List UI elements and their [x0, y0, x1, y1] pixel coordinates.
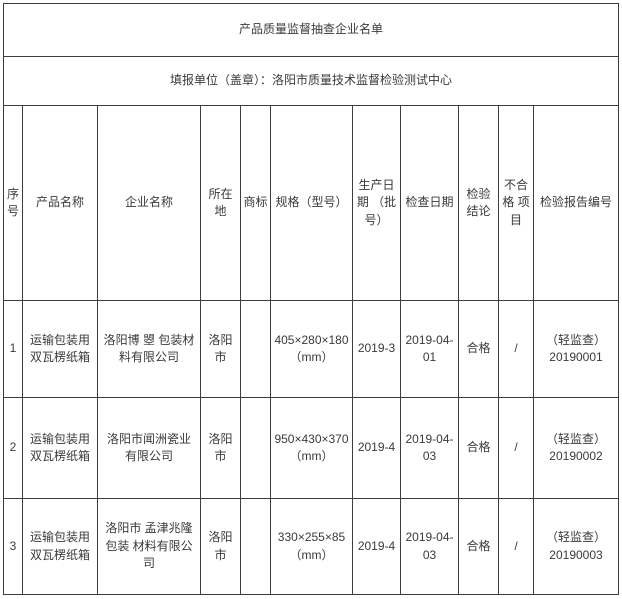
cell-failed-items: /	[498, 300, 534, 398]
cell-production-date: 2019-4	[352, 498, 401, 595]
header-company: 企业名称	[97, 105, 201, 301]
cell-product: 运输包装用双瓦楞纸箱	[22, 498, 98, 595]
cell-report-no: （轻监查） 20190003	[533, 498, 619, 595]
cell-product: 运输包装用双瓦楞纸箱	[22, 300, 98, 398]
cell-inspection-date: 2019-04-03	[400, 498, 459, 595]
header-product: 产品名称	[22, 105, 98, 301]
cell-inspection-date: 2019-04-03	[400, 397, 459, 499]
cell-result: 合格	[458, 300, 499, 398]
header-failed-items: 不合格 项目	[498, 105, 534, 301]
cell-location: 洛阳市	[200, 397, 241, 499]
cell-spec: 330×255×85 （mm）	[270, 498, 353, 595]
cell-failed-items: /	[498, 397, 534, 499]
cell-spec: 950×430×370 （mm）	[270, 397, 353, 499]
cell-seq: 1	[3, 300, 23, 398]
page-title: 产品质量监督抽查企业名单	[3, 3, 619, 57]
header-production-date: 生产日期 （批号）	[352, 105, 401, 301]
cell-result: 合格	[458, 397, 499, 499]
reporting-unit: 填报单位（盖章）：洛阳市质量技术监督检验测试中心	[3, 56, 619, 106]
table-row: 1 运输包装用双瓦楞纸箱 洛阳博 曌 包装材料有限公司 洛阳市 405×280×…	[3, 300, 619, 398]
cell-brand	[240, 498, 271, 595]
cell-spec: 405×280×180 （mm）	[270, 300, 353, 398]
cell-company: 洛阳市 孟津兆隆包装 材料有限公司	[97, 498, 201, 595]
cell-brand	[240, 397, 271, 499]
inspection-table: 产品质量监督抽查企业名单 填报单位（盖章）：洛阳市质量技术监督检验测试中心 序号…	[3, 3, 619, 595]
header-brand: 商标	[240, 105, 271, 301]
header-seq: 序号	[3, 105, 23, 301]
header-inspection-date: 检查日期	[400, 105, 459, 301]
cell-report-no: （轻监查） 20190001	[533, 300, 619, 398]
table-row: 2 运输包装用双瓦楞纸箱 洛阳市闻洲瓷业 有限公司 洛阳市 950×430×37…	[3, 397, 619, 499]
header-location: 所在地	[200, 105, 241, 301]
cell-production-date: 2019-4	[352, 397, 401, 499]
cell-seq: 2	[3, 397, 23, 499]
cell-result: 合格	[458, 498, 499, 595]
cell-failed-items: /	[498, 498, 534, 595]
header-result: 检验结论	[458, 105, 499, 301]
header-spec: 规格（型号）	[270, 105, 353, 301]
cell-location: 洛阳市	[200, 498, 241, 595]
cell-brand	[240, 300, 271, 398]
header-report-no: 检验报告编号	[533, 105, 619, 301]
cell-product: 运输包装用双瓦楞纸箱	[22, 397, 98, 499]
cell-location: 洛阳市	[200, 300, 241, 398]
cell-company: 洛阳博 曌 包装材料有限公司	[97, 300, 201, 398]
cell-company: 洛阳市闻洲瓷业 有限公司	[97, 397, 201, 499]
cell-seq: 3	[3, 498, 23, 595]
cell-report-no: （轻监查） 20190002	[533, 397, 619, 499]
table-row: 3 运输包装用双瓦楞纸箱 洛阳市 孟津兆隆包装 材料有限公司 洛阳市 330×2…	[3, 498, 619, 595]
cell-inspection-date: 2019-04-01	[400, 300, 459, 398]
cell-production-date: 2019-3	[352, 300, 401, 398]
